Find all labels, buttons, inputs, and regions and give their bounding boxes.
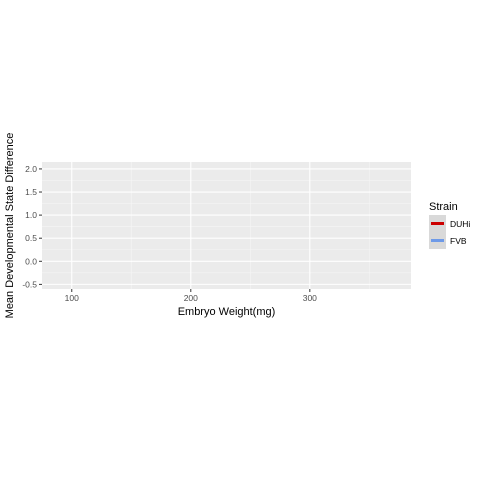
y-tick-label: -0.5 — [22, 279, 37, 289]
y-tick-label: 0.5 — [25, 233, 37, 243]
legend-title: Strain — [429, 201, 458, 213]
y-tick-label: 2.0 — [25, 164, 37, 174]
legend-label: DUHi — [450, 219, 470, 229]
y-axis: -0.5 0.0 0.5 1.0 1.5 2.0 — [22, 164, 42, 289]
y-tick-label: 1.0 — [25, 210, 37, 220]
x-tick-label: 200 — [184, 293, 198, 303]
legend: Strain DUHi FVB — [429, 201, 470, 249]
minor-grid — [42, 162, 411, 289]
major-grid — [42, 162, 411, 289]
x-axis: 100 200 300 — [65, 289, 317, 303]
y-axis-label: Mean Developmental State Difference — [4, 133, 16, 319]
x-axis-label: Embryo Weight(mg) — [178, 306, 276, 318]
y-tick-label: 1.5 — [25, 187, 37, 197]
x-tick-label: 100 — [65, 293, 79, 303]
y-tick-label: 0.0 — [25, 256, 37, 266]
legend-label: FVB — [450, 236, 467, 246]
x-tick-label: 300 — [303, 293, 317, 303]
plot-panel — [42, 162, 411, 289]
